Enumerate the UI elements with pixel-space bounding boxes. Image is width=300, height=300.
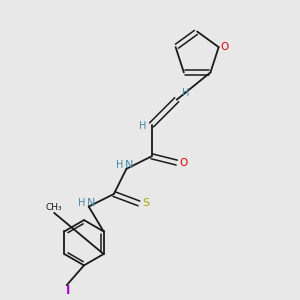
Text: N: N <box>125 160 133 170</box>
Text: CH₃: CH₃ <box>45 203 62 212</box>
Text: I: I <box>66 284 70 297</box>
Text: H: H <box>139 122 146 131</box>
Text: S: S <box>142 198 149 208</box>
Text: O: O <box>220 42 229 52</box>
Text: O: O <box>179 158 188 168</box>
Text: N: N <box>87 198 95 208</box>
Text: H: H <box>116 160 123 170</box>
Text: H: H <box>78 198 85 208</box>
Text: H: H <box>182 88 189 98</box>
